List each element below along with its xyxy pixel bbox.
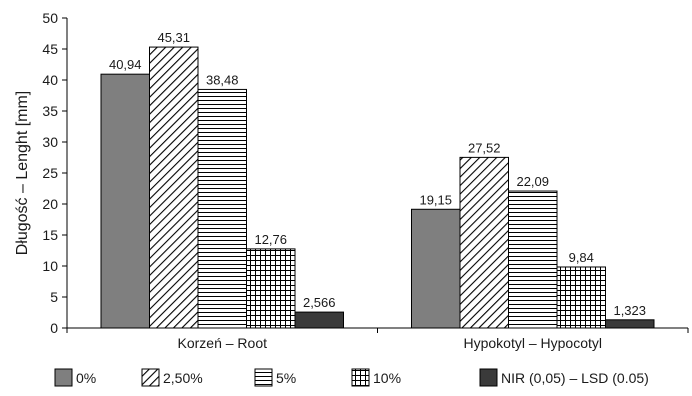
data-label: 38,48	[206, 72, 239, 87]
bar	[100, 73, 150, 329]
y-tick-label: 45	[42, 41, 58, 57]
legend-item: 10%	[351, 368, 401, 387]
legend-swatch	[351, 368, 370, 387]
data-label: 27,52	[468, 140, 501, 155]
bar	[556, 266, 606, 329]
data-label: 22,09	[516, 174, 549, 189]
y-tick-label: 30	[42, 134, 58, 150]
legend-label: 2,50%	[163, 370, 203, 386]
bar	[508, 190, 558, 329]
legend-label: 10%	[373, 370, 401, 386]
data-label: 12,76	[254, 232, 287, 247]
legend-item: 0%	[54, 368, 96, 387]
bar	[197, 88, 247, 329]
value-labels: 40,94 45,31 38,48 12,76 2,566 19,15 27,52 22,09…	[109, 30, 646, 318]
y-tick-label: 0	[50, 320, 58, 336]
bar	[459, 156, 509, 329]
x-category-label: Hypokotyl – Hypocotyl	[463, 335, 602, 351]
legend-swatch	[141, 368, 160, 387]
data-label: 45,31	[157, 30, 190, 45]
axes: 0 5 10 15 20 25 30 35 40 45 50 Korzeń – Root Hypokot…	[42, 10, 689, 351]
legend-label: 5%	[276, 370, 296, 386]
data-label: 1,323	[613, 303, 646, 318]
legend-item: NIR (0,05) – LSD (0.05)	[479, 368, 649, 387]
bar	[294, 311, 344, 329]
legend: 0% 2,50% 5% 10% NIR (0,05) – LSD (0.05)	[54, 368, 649, 387]
bar	[149, 46, 199, 329]
data-label: 2,566	[303, 295, 336, 310]
data-label: 40,94	[109, 57, 142, 72]
y-tick-label: 20	[42, 196, 58, 212]
y-tick-label: 5	[50, 289, 58, 305]
bars	[100, 46, 655, 329]
legend-swatch	[254, 368, 273, 387]
y-tick-label: 40	[42, 72, 58, 88]
legend-swatch	[479, 368, 498, 387]
legend-label: NIR (0,05) – LSD (0.05)	[501, 370, 649, 386]
y-tick-label: 50	[42, 10, 58, 26]
data-label: 9,84	[569, 250, 594, 265]
legend-label: 0%	[76, 370, 96, 386]
bar	[246, 248, 296, 329]
bar	[605, 319, 655, 329]
x-category-label: Korzeń – Root	[178, 335, 268, 351]
legend-swatch	[54, 368, 73, 387]
y-tick-label: 15	[42, 227, 58, 243]
y-tick-label: 10	[42, 258, 58, 274]
data-label: 19,15	[419, 192, 452, 207]
bar	[411, 208, 461, 329]
y-axis-title: Długość – Lenght [mm]	[14, 91, 31, 256]
legend-item: 5%	[254, 368, 296, 387]
y-tick-label: 25	[42, 165, 58, 181]
y-tick-label: 35	[42, 103, 58, 119]
legend-item: 2,50%	[141, 368, 203, 387]
